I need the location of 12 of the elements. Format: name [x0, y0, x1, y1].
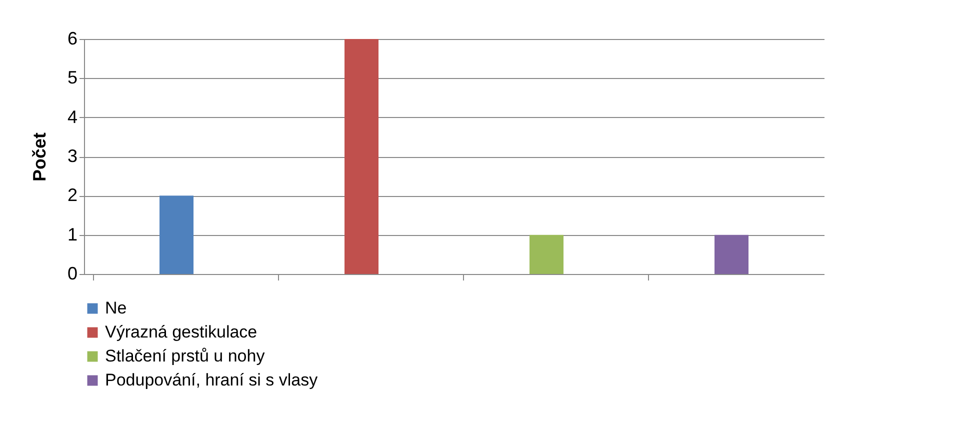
legend-label: Stlačení prstů u nohy	[105, 346, 266, 366]
y-tick-label: 5	[67, 68, 78, 88]
y-tick-label: 0	[67, 264, 78, 284]
legend-label: Výrazná gestikulace	[105, 322, 258, 342]
y-tick-label: 6	[67, 28, 78, 48]
y-tick-label: 4	[67, 106, 78, 127]
y-tick-label: 1	[67, 224, 78, 244]
y-tick-label: 3	[67, 146, 78, 166]
y-axis-title: Počet	[29, 132, 50, 182]
y-tick-label: 2	[67, 185, 78, 206]
legend-label: Podupování, hraní si s vlasy	[105, 370, 318, 390]
legend-label: Ne	[105, 298, 127, 318]
